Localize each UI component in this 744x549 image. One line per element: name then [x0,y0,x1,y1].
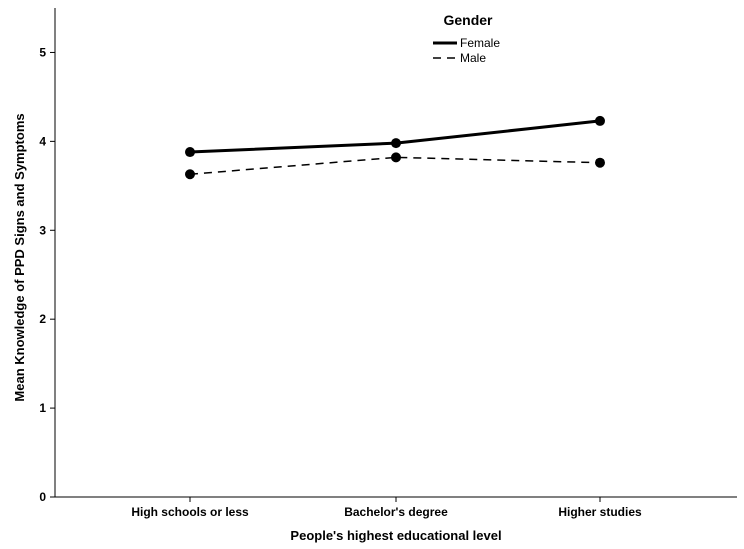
series-line-male [189,156,601,176]
y-tick-label: 3 [39,223,46,237]
y-tick-label: 2 [39,312,46,326]
data-point-female [595,115,605,126]
data-point-female [391,138,401,149]
legend-label-female: Female [460,36,500,50]
y-axis-ticks: 0 1 2 3 4 5 [39,45,55,504]
x-tick-label: Bachelor's degree [344,505,448,519]
series-layer [185,115,605,180]
data-point-male [595,157,605,168]
y-axis-title: Mean Knowledge of PPD Signs and Symptoms [12,113,27,401]
y-tick-label: 0 [39,490,46,504]
data-point-male [391,152,401,163]
axes [54,8,737,498]
y-tick-label: 5 [39,45,46,59]
legend-title: Gender [443,12,493,28]
x-tick-label: Higher studies [558,505,642,519]
data-point-male [185,169,195,180]
x-tick-label: High schools or less [131,505,249,519]
y-tick-label: 4 [39,134,46,148]
data-point-female [185,147,195,158]
x-axis-ticks: High schools or less Bachelor's degree Hig… [131,497,642,519]
legend-label-male: Male [460,51,486,65]
x-axis-title: People's highest educational level [290,528,501,543]
y-tick-label: 1 [39,401,46,415]
